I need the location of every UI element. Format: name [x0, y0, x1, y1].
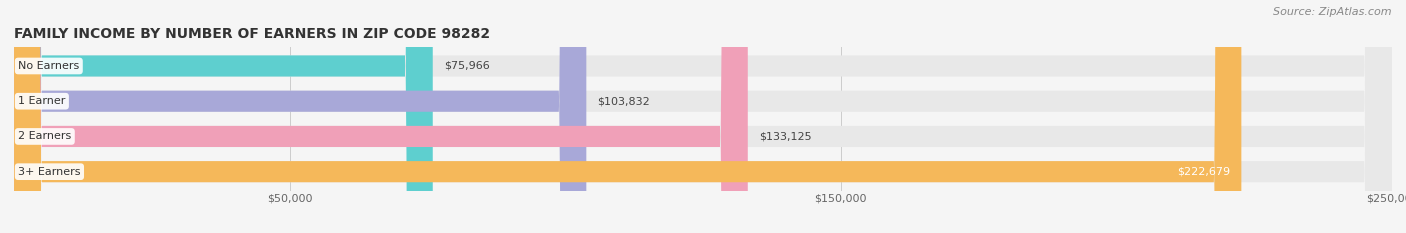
FancyBboxPatch shape — [14, 0, 586, 233]
FancyBboxPatch shape — [14, 0, 1392, 233]
Text: Source: ZipAtlas.com: Source: ZipAtlas.com — [1274, 7, 1392, 17]
Text: FAMILY INCOME BY NUMBER OF EARNERS IN ZIP CODE 98282: FAMILY INCOME BY NUMBER OF EARNERS IN ZI… — [14, 27, 491, 41]
Text: $133,125: $133,125 — [759, 131, 811, 141]
FancyBboxPatch shape — [14, 0, 1392, 233]
Text: No Earners: No Earners — [18, 61, 80, 71]
Text: $103,832: $103,832 — [598, 96, 650, 106]
Text: $75,966: $75,966 — [444, 61, 489, 71]
Text: $222,679: $222,679 — [1177, 167, 1230, 177]
Text: 2 Earners: 2 Earners — [18, 131, 72, 141]
FancyBboxPatch shape — [14, 0, 1241, 233]
FancyBboxPatch shape — [14, 0, 433, 233]
FancyBboxPatch shape — [14, 0, 1392, 233]
Text: 1 Earner: 1 Earner — [18, 96, 66, 106]
FancyBboxPatch shape — [14, 0, 1392, 233]
Text: 3+ Earners: 3+ Earners — [18, 167, 80, 177]
FancyBboxPatch shape — [14, 0, 748, 233]
